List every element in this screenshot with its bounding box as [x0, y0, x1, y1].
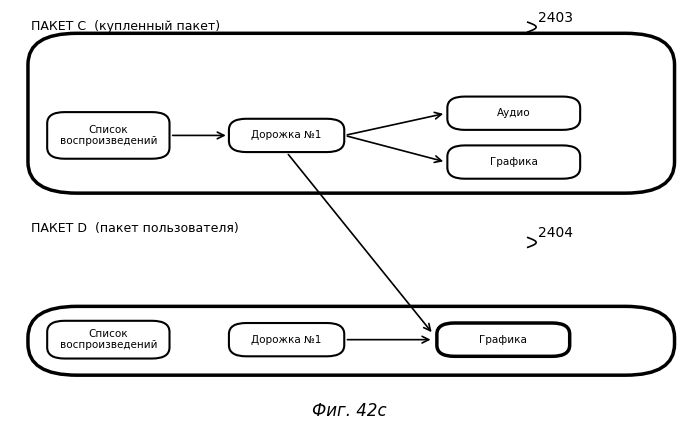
Text: Список
воспроизведений: Список воспроизведений: [59, 329, 157, 350]
FancyBboxPatch shape: [48, 321, 169, 359]
FancyBboxPatch shape: [229, 119, 344, 152]
Text: Список
воспроизведений: Список воспроизведений: [59, 125, 157, 146]
Text: Аудио: Аудио: [497, 108, 531, 118]
Text: 2404: 2404: [538, 226, 573, 241]
FancyBboxPatch shape: [447, 146, 580, 179]
Text: Дорожка №1: Дорожка №1: [252, 335, 322, 345]
FancyBboxPatch shape: [437, 323, 570, 356]
Text: ПАКЕТ D  (пакет пользователя): ПАКЕТ D (пакет пользователя): [31, 222, 239, 235]
FancyBboxPatch shape: [28, 306, 675, 375]
Text: ПАКЕТ C  (купленный пакет): ПАКЕТ C (купленный пакет): [31, 20, 221, 33]
Text: Дорожка №1: Дорожка №1: [252, 131, 322, 140]
Text: Графика: Графика: [490, 157, 538, 167]
Text: Фиг. 42c: Фиг. 42c: [312, 401, 387, 420]
FancyBboxPatch shape: [229, 323, 344, 356]
Text: 2403: 2403: [538, 11, 573, 25]
FancyBboxPatch shape: [447, 97, 580, 130]
FancyBboxPatch shape: [48, 112, 169, 159]
FancyBboxPatch shape: [28, 33, 675, 193]
Text: Графика: Графика: [480, 335, 527, 345]
